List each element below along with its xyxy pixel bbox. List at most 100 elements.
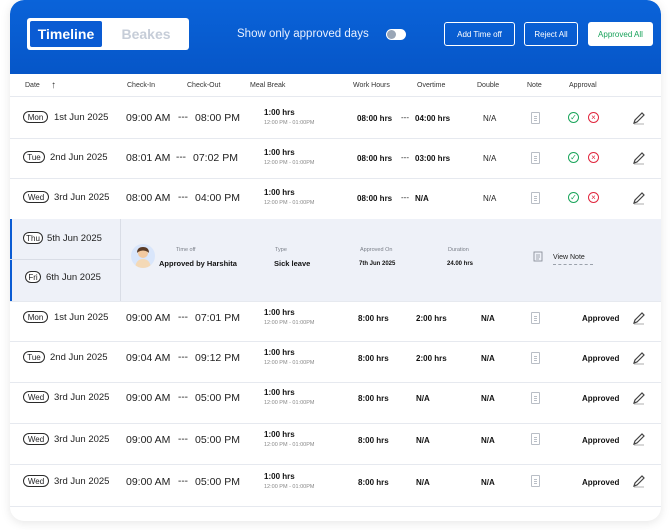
show-approved-toggle[interactable]: [386, 29, 406, 40]
work-separator: ---: [401, 193, 409, 202]
column-header-check-out: Check-Out: [187, 82, 221, 89]
tab-breaks[interactable]: Beakes: [121, 26, 171, 42]
meal-break-cell: 1:00 hrs: [264, 348, 295, 357]
overtime-cell: 2:00 hrs: [416, 354, 447, 363]
overtime-cell: 2:00 hrs: [416, 314, 447, 323]
sort-arrow-icon[interactable]: ↑: [51, 80, 56, 91]
approved-status: Approved: [582, 394, 620, 403]
toggle-knob: [387, 30, 396, 39]
overtime-cell: N/A: [415, 194, 429, 203]
note-icon[interactable]: [531, 352, 540, 364]
meal-break-range: 12:00 PM - 01:00PM: [264, 442, 315, 448]
note-icon[interactable]: [531, 152, 540, 164]
show-approved-label: Show only approved days: [237, 28, 369, 40]
edit-pencil-icon[interactable]: [632, 191, 646, 205]
leave-type-value: Sick leave: [274, 259, 311, 268]
column-header-date[interactable]: Date: [25, 82, 40, 89]
reject-x-icon[interactable]: ×: [588, 112, 599, 123]
approve-check-icon[interactable]: ✓: [568, 112, 579, 123]
day-badge: Thu: [23, 232, 43, 244]
edit-pencil-icon[interactable]: [632, 151, 646, 165]
work-hours-cell: 08:00 hrs: [357, 114, 393, 123]
approve-check-icon[interactable]: ✓: [568, 192, 579, 203]
meal-break-cell: 1:00 hrs: [264, 430, 295, 439]
date-cell: 6th Jun 2025: [46, 272, 101, 283]
note-icon[interactable]: [531, 433, 540, 445]
double-cell: N/A: [481, 478, 495, 487]
note-icon[interactable]: [531, 475, 540, 487]
divider: [10, 423, 661, 424]
timesheet-card: Timeline Beakes Show only approved days …: [10, 0, 661, 521]
tab-timeline[interactable]: Timeline: [30, 21, 102, 47]
reject-x-icon[interactable]: ×: [588, 192, 599, 203]
reject-x-icon[interactable]: ×: [588, 152, 599, 163]
approved-status: Approved: [582, 354, 620, 363]
work-hours-cell: 8:00 hrs: [358, 394, 389, 403]
time-separator: ---: [176, 152, 186, 163]
note-icon[interactable]: [531, 192, 540, 204]
overtime-cell: 03:00 hrs: [415, 154, 451, 163]
meal-break-cell: 1:00 hrs: [264, 388, 295, 397]
date-cell: 2nd Jun 2025: [50, 352, 108, 363]
meal-break-cell: 1:00 hrs: [264, 308, 295, 317]
reject-all-button[interactable]: Reject All: [524, 22, 578, 46]
view-note-icon[interactable]: [533, 251, 544, 262]
date-cell: 3rd Jun 2025: [54, 192, 110, 203]
divider: [10, 464, 661, 465]
approver-avatar: [131, 244, 155, 268]
date-cell: 3rd Jun 2025: [54, 434, 110, 445]
check-in-cell: 09:00 AM: [126, 434, 171, 446]
column-header-check-in: Check-In: [127, 82, 156, 89]
meal-break-range: 12:00 PM - 01:00PM: [264, 320, 315, 326]
edit-pencil-icon[interactable]: [632, 432, 646, 446]
edit-pencil-icon[interactable]: [632, 111, 646, 125]
approve-all-button[interactable]: Approved All: [588, 22, 653, 46]
day-badge: Wed: [23, 433, 49, 445]
day-badge: Wed: [23, 191, 49, 203]
note-icon[interactable]: [531, 392, 540, 404]
work-hours-cell: 08:00 hrs: [357, 154, 393, 163]
double-cell: N/A: [481, 354, 495, 363]
time-off-row[interactable]: [10, 219, 661, 301]
approved-on-label: Approved On: [360, 247, 393, 253]
edit-pencil-icon[interactable]: [632, 391, 646, 405]
divider: [10, 259, 120, 260]
date-cell: 1st Jun 2025: [54, 312, 109, 323]
approved-status: Approved: [582, 314, 620, 323]
toolbar: Timeline Beakes Show only approved days …: [10, 0, 661, 74]
meal-break-range: 12:00 PM - 01:00PM: [264, 484, 315, 490]
day-badge: Tue: [23, 151, 45, 163]
add-time-off-button[interactable]: Add Time off: [444, 22, 515, 46]
double-cell: N/A: [481, 436, 495, 445]
date-cell: 3rd Jun 2025: [54, 392, 110, 403]
check-in-cell: 08:00 AM: [126, 192, 171, 204]
edit-pencil-icon[interactable]: [632, 474, 646, 488]
approve-check-icon[interactable]: ✓: [568, 152, 579, 163]
note-icon[interactable]: [531, 312, 540, 324]
column-header-meal-break: Meal Break: [250, 82, 286, 89]
time-separator: ---: [178, 476, 188, 487]
check-out-cell: 05:00 PM: [195, 476, 240, 488]
meal-break-range: 12:00 PM - 01:00PM: [264, 160, 315, 166]
meal-break-range: 12:00 PM - 01:00PM: [264, 120, 315, 126]
double-cell: N/A: [481, 314, 495, 323]
divider: [10, 138, 661, 139]
day-badge: Tue: [23, 351, 45, 363]
day-badge: Mon: [23, 111, 48, 123]
work-separator: ---: [401, 153, 409, 162]
duration-value: 24.00 hrs: [447, 261, 474, 267]
double-cell: N/A: [481, 394, 495, 403]
meal-break-cell: 1:00 hrs: [264, 108, 295, 117]
note-icon[interactable]: [531, 112, 540, 124]
work-separator: ---: [401, 113, 409, 122]
time-separator: ---: [178, 352, 188, 363]
time-separator: ---: [178, 192, 188, 203]
overtime-cell: N/A: [416, 394, 430, 403]
meal-break-range: 12:00 PM - 01:00PM: [264, 400, 315, 406]
work-hours-cell: 8:00 hrs: [358, 314, 389, 323]
view-note-link[interactable]: View Note: [553, 254, 585, 261]
check-out-cell: 04:00 PM: [195, 192, 240, 204]
edit-pencil-icon[interactable]: [632, 311, 646, 325]
double-cell: N/A: [483, 154, 497, 163]
edit-pencil-icon[interactable]: [632, 351, 646, 365]
